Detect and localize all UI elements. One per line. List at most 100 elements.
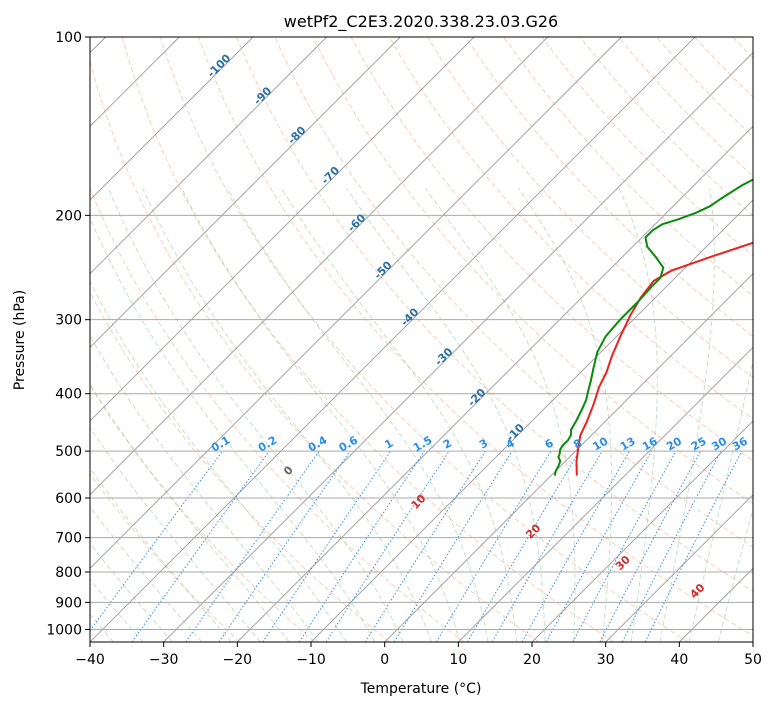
mixing-ratio-label: 1 bbox=[382, 437, 395, 452]
y-tick-label: 300 bbox=[55, 313, 82, 329]
x-tick-label: 40 bbox=[670, 652, 688, 668]
isotherm-line bbox=[605, 494, 753, 642]
dry-adiabat-line bbox=[771, 37, 775, 642]
mixing-ratio-line bbox=[185, 450, 320, 642]
y-axis-label: Pressure (hPa) bbox=[12, 290, 28, 390]
isotherm-line bbox=[90, 37, 401, 348]
moist-adiabat-line bbox=[518, 187, 613, 642]
moist-adiabat-line bbox=[688, 358, 753, 642]
mixing-ratio-line bbox=[644, 450, 743, 642]
x-tick-label: −40 bbox=[75, 652, 105, 668]
isotherm-line bbox=[679, 567, 753, 642]
moist-adiabat-line bbox=[90, 334, 319, 642]
moist-adiabat-line bbox=[108, 188, 404, 642]
isotherm-line bbox=[163, 52, 753, 642]
dry-adiabat-line bbox=[656, 37, 753, 138]
y-tick-label: 400 bbox=[55, 387, 82, 403]
y-tick-label: 800 bbox=[55, 565, 82, 581]
dry-adiabat-line bbox=[388, 37, 753, 420]
moist-adiabat-line bbox=[90, 542, 173, 642]
y-axis: 100 200 300 400 500 600 700 800 900 1000 bbox=[46, 30, 90, 638]
x-tick-label: −30 bbox=[149, 652, 179, 668]
temperature-line bbox=[575, 241, 753, 476]
isotherm-line bbox=[90, 37, 622, 569]
moist-adiabat-label: 40 bbox=[687, 581, 707, 601]
isotherm-line bbox=[237, 125, 753, 642]
dry-adiabat-line bbox=[90, 186, 465, 642]
moist-adiabat-line bbox=[659, 188, 715, 642]
dry-adiabat-line bbox=[159, 37, 689, 642]
dry-adiabat-line bbox=[350, 37, 753, 462]
isotherm-label: -20 bbox=[465, 386, 488, 409]
isotherm-label: -50 bbox=[371, 258, 394, 281]
x-tick-label: 30 bbox=[597, 652, 615, 668]
isotherm-label: -40 bbox=[398, 305, 421, 328]
x-axis: −40 −30 −20 −10 0 10 20 30 40 50 bbox=[75, 642, 762, 668]
isotherm-line bbox=[458, 346, 753, 642]
moist-adiabat-line bbox=[227, 187, 489, 642]
isotherm-label: -70 bbox=[319, 164, 342, 187]
isotherm-line bbox=[90, 37, 475, 422]
dry-adiabat-line bbox=[90, 291, 390, 642]
dry-adiabat-line bbox=[274, 37, 753, 548]
moist-adiabat-line bbox=[424, 187, 576, 642]
y-tick-label: 1000 bbox=[46, 622, 82, 638]
moist-adiabat-label: 0 bbox=[281, 463, 296, 478]
mixing-ratio-line bbox=[131, 450, 270, 642]
x-tick-label: 10 bbox=[449, 652, 467, 668]
dewpoint-line bbox=[553, 178, 753, 476]
isotherm-label: -90 bbox=[251, 84, 274, 107]
plot-frame bbox=[89, 36, 754, 643]
y-tick-label: 200 bbox=[55, 208, 82, 224]
mixing-ratio-line bbox=[262, 450, 392, 642]
isotherm-label: -80 bbox=[285, 124, 308, 147]
mixing-ratio-line bbox=[364, 450, 486, 642]
mixing-ratio-line bbox=[545, 450, 653, 642]
moist-adiabat-line bbox=[90, 280, 347, 642]
x-tick-label: −20 bbox=[223, 652, 253, 668]
y-tick-label: 500 bbox=[55, 444, 82, 460]
dry-adiabat-line bbox=[90, 472, 241, 642]
dry-adiabat-line bbox=[732, 37, 753, 59]
moist-adiabat-line bbox=[90, 382, 290, 642]
profiles bbox=[553, 178, 753, 476]
dry-adiabat-line bbox=[198, 37, 753, 637]
moist-adiabat-line bbox=[346, 187, 546, 642]
mixing-ratio-label: 6 bbox=[543, 436, 556, 451]
dry-adiabat-line bbox=[90, 59, 540, 642]
y-tick-label: 700 bbox=[55, 531, 82, 547]
x-axis-label: Temperature (°C) bbox=[360, 681, 482, 697]
mixing-ratio-line bbox=[599, 450, 701, 642]
dry-adiabat-line bbox=[694, 37, 753, 98]
dry-adiabat-line bbox=[312, 37, 753, 505]
background-lines bbox=[90, 37, 775, 642]
dry-adiabat-line bbox=[236, 37, 753, 592]
y-tick-label: 900 bbox=[55, 595, 82, 611]
isotherm-line bbox=[90, 37, 327, 275]
mixing-ratio-line bbox=[218, 450, 351, 642]
y-tick-label: 600 bbox=[55, 491, 82, 507]
mixing-ratio-line bbox=[621, 450, 722, 642]
moist-adiabat-line bbox=[90, 578, 144, 642]
isotherm-line bbox=[90, 37, 254, 201]
dry-adiabat-line bbox=[503, 37, 753, 297]
mixing-ratio-label: 3 bbox=[477, 437, 490, 452]
dry-adiabat-line bbox=[541, 37, 753, 257]
x-tick-label: −10 bbox=[296, 652, 326, 668]
moist-adiabat-label: 30 bbox=[613, 553, 633, 573]
moist-adiabat-line bbox=[90, 467, 232, 642]
mixing-ratio-line bbox=[521, 450, 630, 642]
moist-adiabat-line bbox=[90, 426, 261, 642]
isotherm-label: -30 bbox=[432, 345, 455, 368]
dry-adiabat-line bbox=[121, 37, 614, 642]
chart-title: wetPf2_C2E3.2020.338.23.03.G26 bbox=[284, 12, 558, 32]
x-tick-label: 50 bbox=[744, 652, 762, 668]
moist-adiabat-line bbox=[618, 187, 658, 642]
isotherm-line bbox=[90, 37, 548, 496]
moist-adiabat-line bbox=[90, 505, 203, 642]
mixing-ratio-line bbox=[298, 450, 425, 642]
mixing-ratio-line bbox=[435, 450, 552, 642]
x-tick-label: 0 bbox=[380, 652, 389, 668]
isotherm-line bbox=[90, 37, 696, 642]
x-tick-label: 20 bbox=[523, 652, 541, 668]
